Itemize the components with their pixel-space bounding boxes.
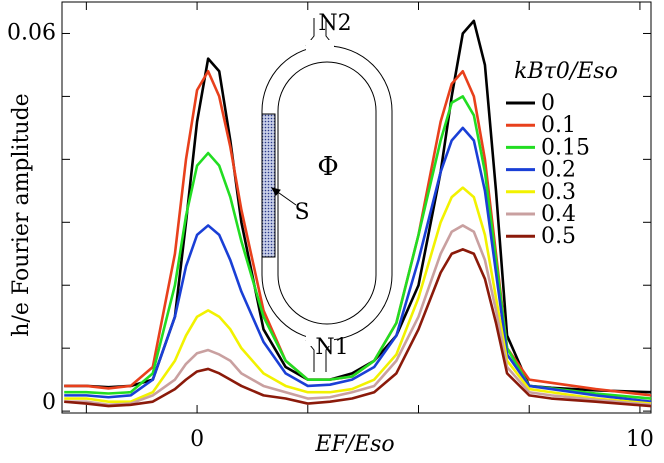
legend-label: 0.5: [541, 224, 576, 249]
plot-frame: [61, 1, 652, 414]
bottom-gap: [306, 336, 334, 346]
series-line: [64, 224, 652, 407]
x-axis-label: EF/Eso: [314, 432, 394, 457]
y-tick-label: 0: [42, 390, 56, 415]
superconductor: [261, 113, 276, 258]
inner-ring: [277, 61, 377, 325]
y-axis-label: h/e Fourier amplitude: [9, 93, 34, 336]
legend-title: kBτ0/Eso: [514, 59, 618, 84]
annotation: N2: [318, 11, 351, 36]
top-gap: [306, 40, 334, 50]
annotation: Φ: [317, 152, 338, 182]
series-line: [64, 126, 652, 403]
annotation: N1: [315, 335, 348, 360]
legend-label: 0.2: [541, 158, 576, 183]
x-tick-label: 0: [190, 427, 204, 452]
x-tick-label: 10: [626, 427, 654, 452]
inset-diagram: [261, 18, 393, 372]
legend-label: 0.15: [541, 135, 590, 160]
legend-label: 0.3: [541, 180, 576, 205]
series-line: [64, 186, 652, 405]
legend-label: 0.1: [541, 113, 576, 138]
legend-label: 0.4: [541, 202, 576, 227]
series-line: [64, 95, 652, 400]
annotation: S: [294, 200, 309, 225]
legend-label: 0: [541, 91, 555, 116]
y-tick-label: 0.06: [7, 20, 56, 45]
s-arrowhead: [270, 187, 281, 196]
series-line: [64, 248, 652, 408]
